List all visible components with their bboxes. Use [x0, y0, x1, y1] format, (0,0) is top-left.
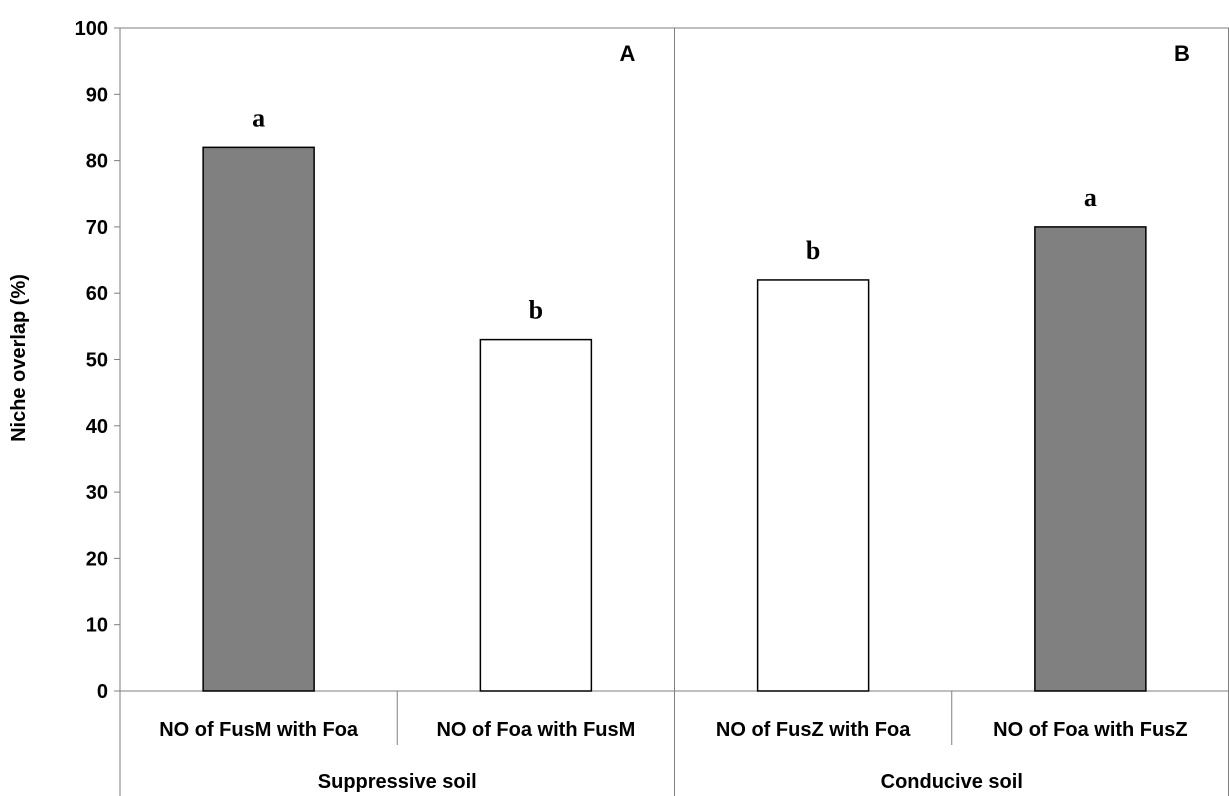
- y-tick-label: 30: [86, 482, 108, 504]
- panel-label: B: [1174, 41, 1190, 66]
- x-category-label: NO of FusZ with Foa: [716, 719, 911, 741]
- x-axis-categories: NO of FusM with Foa NO of Foa with FusM NO…: [159, 28, 1188, 796]
- y-tick-label: 100: [75, 18, 108, 40]
- x-category-label: NO of Foa with FusM: [436, 719, 635, 741]
- significance-letter: a: [252, 103, 265, 132]
- y-tick-label: 10: [86, 615, 108, 637]
- y-tick-label: 50: [86, 350, 108, 372]
- significance-letters: a b b a: [252, 103, 1097, 324]
- x-group-label: Conducive soil: [881, 771, 1023, 793]
- significance-letter: a: [1084, 183, 1097, 212]
- y-tick-label: 70: [86, 217, 108, 239]
- x-category-label: NO of Foa with FusZ: [993, 719, 1187, 741]
- y-axis-title: Niche overlap (%): [8, 274, 30, 442]
- panel-label: A: [620, 41, 636, 66]
- y-tick-label: 80: [86, 151, 108, 173]
- bar: [202, 146, 315, 692]
- bar: [479, 338, 593, 692]
- y-tick-label: 60: [86, 283, 108, 305]
- y-tick-label: 20: [86, 548, 108, 570]
- bar: [756, 279, 870, 692]
- x-group-label: Suppressive soil: [318, 771, 477, 793]
- bars: [202, 146, 1147, 692]
- x-axis-groups: Suppressive soil A Conducive soil B: [318, 41, 1190, 793]
- significance-letter: b: [806, 236, 820, 265]
- x-category-label: NO of FusM with Foa: [159, 719, 359, 741]
- significance-letter: b: [529, 296, 543, 325]
- y-tick-label: 0: [97, 681, 108, 703]
- y-tick-label: 90: [86, 84, 108, 106]
- y-axis: 0 10 20 30 40 50 60 70 80 90 100: [75, 18, 120, 703]
- bar: [1034, 226, 1147, 692]
- y-tick-label: 40: [86, 416, 108, 438]
